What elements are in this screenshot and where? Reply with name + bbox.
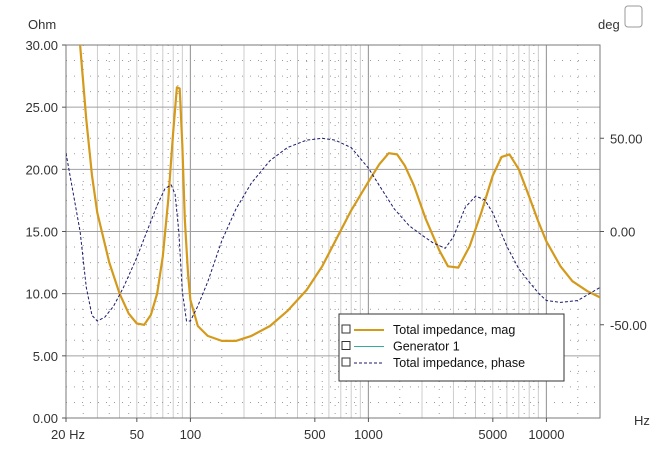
magnitude-series-line xyxy=(79,45,600,342)
legend-box[interactable] xyxy=(338,313,565,382)
y-left-tick-label: 25.00 xyxy=(25,100,58,115)
y-right-tick-label: 0.00 xyxy=(610,225,635,240)
y-right-tick-label: -50.00 xyxy=(610,318,647,333)
y-left-tick-label: 15.00 xyxy=(25,225,58,240)
legend[interactable]: Total impedance, mag Generator 1 Total imp… xyxy=(338,313,565,382)
corner-checkbox[interactable] xyxy=(624,5,643,28)
axis-labels: 0.00 5.00 10.00 15.00 20.00 25.00 30.00 -50.00 0… xyxy=(25,17,649,442)
y-right-tick-label: 50.00 xyxy=(610,131,643,146)
axes xyxy=(62,44,604,422)
series-layer xyxy=(66,45,600,342)
x-tick-label: 10000 xyxy=(528,427,564,442)
x-tick-label: 50 xyxy=(130,427,144,442)
x-tick-label: 500 xyxy=(304,427,326,442)
x-unit: Hz xyxy=(634,413,650,428)
x-tick-label: 1000 xyxy=(354,427,383,442)
legend-label: Total impedance, mag xyxy=(393,323,515,337)
y-left-unit: Ohm xyxy=(28,17,56,32)
y-right-unit: deg xyxy=(598,17,620,32)
y-left-tick-label: 10.00 xyxy=(25,287,58,302)
x-tick-label: 20 Hz xyxy=(51,427,85,442)
y-left-tick-label: 20.00 xyxy=(25,162,58,177)
legend-label: Total impedance, phase xyxy=(393,356,525,370)
legend-checkbox[interactable] xyxy=(341,324,351,334)
y-left-tick-label: 5.00 xyxy=(33,349,58,364)
legend-checkbox[interactable] xyxy=(341,341,351,350)
phase-series-line xyxy=(66,137,600,322)
legend-checkbox[interactable] xyxy=(341,357,351,367)
x-tick-label: 5000 xyxy=(478,427,507,442)
y-left-tick-label: 0.00 xyxy=(33,411,58,426)
x-tick-label: 100 xyxy=(180,427,202,442)
y-left-tick-label: 30.00 xyxy=(25,38,58,53)
legend-label: Generator 1 xyxy=(393,340,460,354)
